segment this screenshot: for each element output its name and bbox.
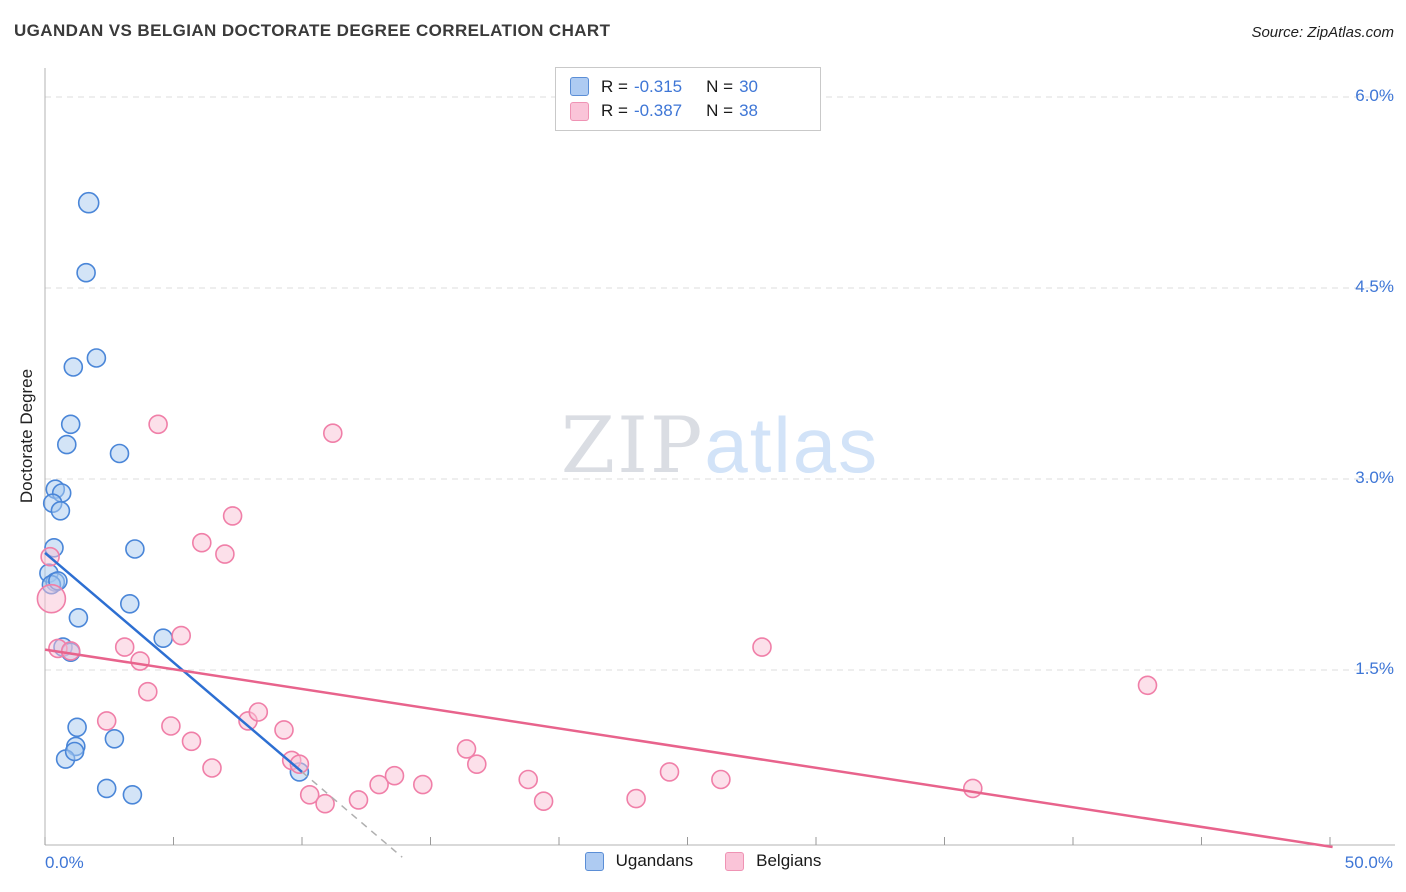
belgians-point xyxy=(222,506,243,526)
ugandans-point xyxy=(57,434,77,455)
belgians-swatch-icon xyxy=(725,851,745,871)
r-label: R = xyxy=(601,101,628,121)
y-tick-label: 3.0% xyxy=(1355,468,1394,487)
belgians-point xyxy=(711,769,731,790)
belgians-point xyxy=(96,711,117,731)
ugandans-point xyxy=(96,778,117,799)
ugandans-point xyxy=(50,500,71,521)
belgians-point xyxy=(315,793,335,814)
correlation-legend-box: R = -0.315 N = 30 R = -0.387 N = 38 xyxy=(555,67,821,131)
belgians-point xyxy=(1137,675,1158,696)
belgians-point xyxy=(114,637,135,657)
y-tick-label: 1.5% xyxy=(1355,659,1394,678)
belgians-point xyxy=(171,625,191,646)
belgians-point xyxy=(248,702,269,722)
belgians-point xyxy=(384,765,405,786)
ugandans-point xyxy=(120,593,140,614)
ugandans-point xyxy=(104,728,125,749)
belgians-point xyxy=(348,790,369,810)
ugandans-point xyxy=(60,414,81,435)
ugandans-point xyxy=(67,717,87,738)
belgians-point xyxy=(138,681,158,702)
legend-row-ugandans: R = -0.315 N = 30 xyxy=(570,77,806,97)
belgians-point xyxy=(369,774,389,795)
ugandans-point xyxy=(153,628,173,649)
ugandans-point xyxy=(63,357,84,377)
belgians-point xyxy=(181,731,202,752)
ugandans-point xyxy=(86,348,107,368)
r-value: -0.387 xyxy=(633,101,683,121)
watermark-zip: ZIP xyxy=(560,401,705,491)
legend-item-belgians: Belgians xyxy=(725,851,821,871)
ugandans-point xyxy=(109,443,130,464)
legend-row-belgians: R = -0.387 N = 38 xyxy=(570,101,806,121)
belgians-point xyxy=(412,774,433,795)
belgians-point xyxy=(626,788,646,809)
chart-title: UGANDAN VS BELGIAN DOCTORATE DEGREE CORR… xyxy=(14,21,611,40)
r-value: -0.315 xyxy=(633,76,683,96)
y-axis-title: Doctorate Degree xyxy=(17,368,36,504)
belgians-swatch-icon xyxy=(570,101,589,121)
ugandans-point xyxy=(125,539,145,559)
belgians-point xyxy=(148,414,168,435)
series-legend: Ugandans Belgians xyxy=(0,851,1406,871)
belgians-point xyxy=(215,544,235,564)
belgians-point xyxy=(289,754,310,775)
ugandans-point xyxy=(77,191,100,214)
belgians-point xyxy=(274,720,294,740)
belgians-point xyxy=(60,641,81,661)
belgians-point xyxy=(299,784,320,805)
ugandans-swatch-icon xyxy=(584,851,604,871)
belgians-point xyxy=(962,778,983,799)
n-label: N = xyxy=(706,76,734,96)
ugandans-swatch-icon xyxy=(570,77,589,97)
y-tick-label: 6.0% xyxy=(1355,86,1394,105)
belgians-point xyxy=(322,423,343,444)
belgians-point xyxy=(36,583,67,614)
belgians-point xyxy=(466,754,487,775)
belgians-trendline xyxy=(44,648,1333,849)
source-attribution: Source: ZipAtlas.com xyxy=(1251,24,1394,41)
ugandans-point xyxy=(122,784,143,805)
belgians-point xyxy=(202,758,222,778)
belgians-point xyxy=(130,651,150,671)
y-tick-label: 4.5% xyxy=(1355,277,1394,296)
n-label: N = xyxy=(706,101,734,121)
belgians-point xyxy=(752,637,772,657)
belgians-point xyxy=(161,716,181,736)
ugandans-trendline xyxy=(44,551,303,773)
legend-item-label: Belgians xyxy=(756,851,822,870)
n-value: 38 xyxy=(739,101,758,121)
ugandans-trendline-extension xyxy=(301,771,403,858)
ugandans-point xyxy=(76,262,96,283)
belgians-point xyxy=(659,762,680,782)
x-axis-min-label: 0.0% xyxy=(45,853,84,872)
x-axis-max-label: 50.0% xyxy=(1344,853,1393,872)
ugandans-point xyxy=(64,741,85,762)
watermark-atlas: atlas xyxy=(704,401,880,489)
belgians-point xyxy=(518,769,539,790)
belgians-point xyxy=(192,532,212,553)
belgians-point xyxy=(456,739,477,759)
watermark: ZIPatlas xyxy=(561,400,879,491)
legend-item-ugandans: Ugandans xyxy=(584,851,694,871)
legend-item-label: Ugandans xyxy=(615,851,694,870)
ugandans-point xyxy=(68,607,89,628)
n-value: 30 xyxy=(739,76,758,96)
r-label: R = xyxy=(601,76,628,96)
belgians-point xyxy=(533,791,554,812)
